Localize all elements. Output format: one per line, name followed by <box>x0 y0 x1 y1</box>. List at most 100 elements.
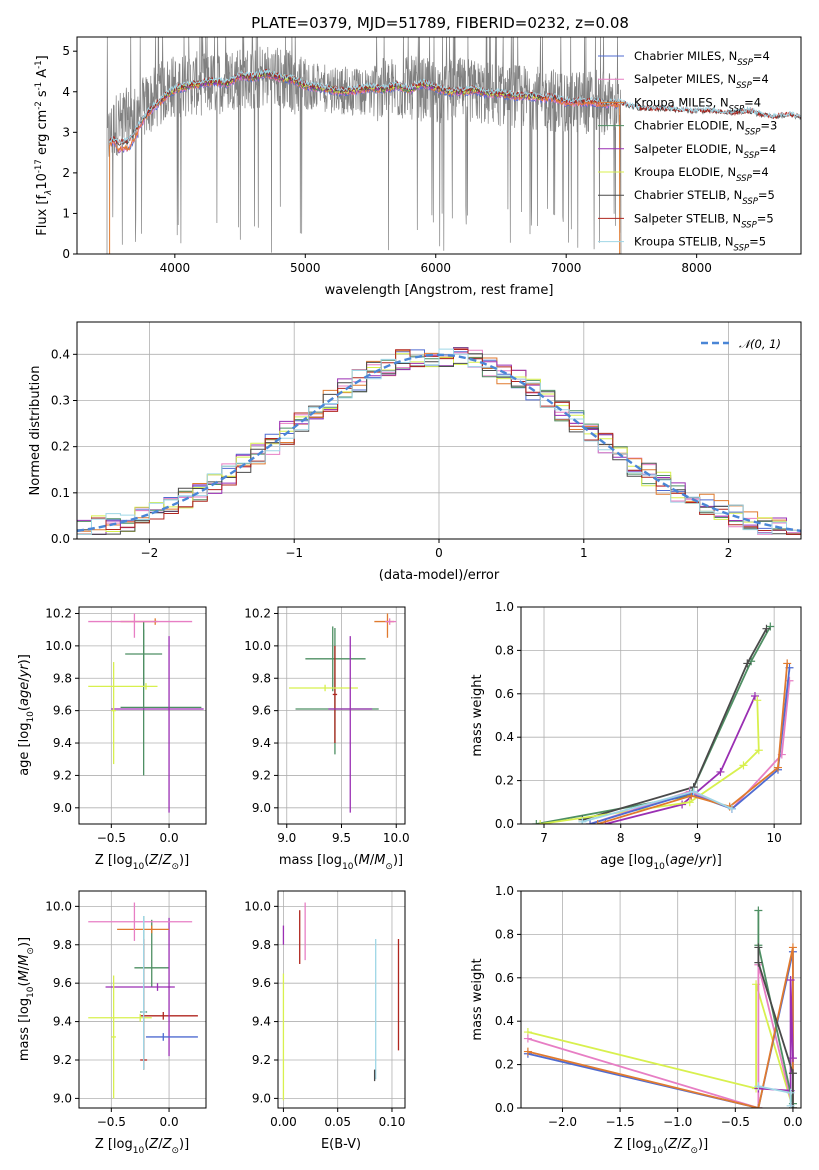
weight_vs_age-plot-area <box>532 622 794 824</box>
x-tick-label: 10.0 <box>383 831 410 845</box>
label-fragment: =4 <box>744 95 761 109</box>
errorbar-point <box>88 683 158 690</box>
label-fragment: ⊙ <box>690 1146 698 1156</box>
y-axis-label: age [log10(age/yr)] <box>17 654 36 776</box>
weight-marker <box>753 696 762 705</box>
weight-marker <box>586 820 595 824</box>
weight-marker <box>785 676 794 685</box>
weight-marker <box>536 820 545 824</box>
weight-marker <box>788 943 797 952</box>
label-fragment: SSP <box>742 197 758 207</box>
label-fragment: Z [log <box>95 1137 133 1152</box>
y-tick-label: 0.6 <box>495 687 514 701</box>
y-tick-label: 9.8 <box>252 938 271 952</box>
age_vs_Z-frame-group: −0.5 0.09.09.29.49.69.810.010.2Z [log10(Z… <box>17 606 207 872</box>
label-fragment: Chabrier MILES, N <box>634 49 737 63</box>
weight-marker <box>727 804 736 813</box>
label-fragment: =4 <box>752 165 769 179</box>
y-tick-label: 10.0 <box>45 639 72 653</box>
label-fragment: ⊙ <box>171 862 179 872</box>
label-fragment: =4 <box>753 49 770 63</box>
weight_vs_Z-frame <box>520 890 802 1109</box>
errorbar-point <box>328 636 373 813</box>
mass_vs_EBV-axes <box>278 891 405 1108</box>
mass_vs_Z-axes <box>79 891 206 1108</box>
x-tick-label: 2 <box>725 546 733 560</box>
x-tick-label: 9 <box>694 831 702 845</box>
label-fragment: Kroupa MILES, N <box>634 95 729 109</box>
label-fragment: λ <box>44 190 54 196</box>
label-fragment: ( <box>665 853 670 868</box>
x-tick-label: 5000 <box>290 261 321 275</box>
y-tick-label: 9.4 <box>53 736 72 750</box>
errorbar-point <box>167 917 171 1057</box>
x-tick-label: 0.05 <box>324 1115 351 1129</box>
residuals-plot-area <box>77 347 801 535</box>
label-fragment: / <box>158 1137 163 1152</box>
x-tick-label: −0.5 <box>97 1115 126 1129</box>
errorbar-point <box>88 613 193 638</box>
spectrum-axes <box>106 37 801 254</box>
weight-marker <box>786 1088 795 1097</box>
weight-marker <box>739 761 748 770</box>
weight-line-6 <box>757 947 794 1108</box>
label-fragment: Z [log <box>614 1137 652 1152</box>
errorbar-point <box>111 662 116 765</box>
weight-marker <box>754 746 763 755</box>
label-fragment: 10 <box>653 862 665 872</box>
errorbar-point <box>105 983 175 991</box>
y-tick-label: 0.4 <box>495 730 514 744</box>
y-tick-label: 10.2 <box>244 606 271 620</box>
weight-marker <box>754 958 763 967</box>
residuals-axes <box>77 322 801 540</box>
x-tick-label: 1 <box>580 546 588 560</box>
y-tick-label: 0 <box>62 247 70 261</box>
label-fragment: ⊙ <box>26 947 36 955</box>
y-tick-label: 0.4 <box>495 1014 514 1028</box>
label-fragment: M <box>17 970 32 981</box>
y-tick-label: 5 <box>62 44 70 58</box>
y-tick-label: 9.2 <box>252 1053 271 1067</box>
weight-marker <box>786 975 795 984</box>
label-fragment: SSP <box>745 128 761 138</box>
x-axis-label: age [log10(age/yr)] <box>600 853 722 872</box>
label-fragment: age [log <box>17 723 32 776</box>
weight_vs_Z-plot-area <box>523 906 797 1108</box>
x-tick-label: 8000 <box>681 261 712 275</box>
label-fragment: -2 <box>34 101 44 109</box>
weight-marker <box>783 659 792 668</box>
weight-marker <box>754 943 763 952</box>
label-fragment: / <box>677 1137 682 1152</box>
y-tick-label: 9.4 <box>252 1015 271 1029</box>
label-fragment: =4 <box>759 142 776 156</box>
weight_vs_Z-frame-group: −2.0 −1.5 −1.0 −0.5 0.0 0.0 0.2 0.4 0.6 0.8 1.0 mas… <box>470 884 802 1156</box>
weight-line-0 <box>527 984 794 1108</box>
mass_vs_EBV-plot-area <box>282 902 400 1101</box>
legend-label: Chabrier STELIB, NSSP=5 <box>634 188 775 207</box>
age_vs_mass-plot-area <box>288 613 397 813</box>
weight-marker <box>750 691 759 700</box>
label-fragment: Z <box>148 1137 159 1152</box>
label-fragment: )] <box>17 654 32 664</box>
y-tick-label: 10.0 <box>45 899 72 913</box>
weight-marker <box>786 1101 795 1108</box>
normal-curve <box>77 353 801 533</box>
weight-marker <box>788 1054 797 1063</box>
label-fragment: Salpeter STELIB, N <box>634 211 741 225</box>
label-fragment: Kroupa STELIB, N <box>634 235 734 249</box>
x-axis-label: Z [log10(Z/Z⊙)] <box>95 853 189 872</box>
label-fragment: ( <box>17 981 32 986</box>
spectrum-frame <box>76 36 802 255</box>
errorbar-point <box>120 629 202 776</box>
label-fragment: mass [log <box>17 998 32 1061</box>
label-fragment: ( <box>354 853 359 868</box>
label-fragment: age <box>670 853 694 868</box>
mass_vs_Z-plot-area <box>88 902 198 1099</box>
label-fragment: ( <box>144 1137 149 1152</box>
errorbar-point <box>288 684 358 692</box>
weight-marker <box>685 798 694 807</box>
y-tick-label: 9.0 <box>252 1091 271 1105</box>
y-axis-label: Normed distribution <box>28 366 43 496</box>
label-fragment: Z <box>162 1137 173 1152</box>
weight_vs_age-axes <box>521 606 801 825</box>
